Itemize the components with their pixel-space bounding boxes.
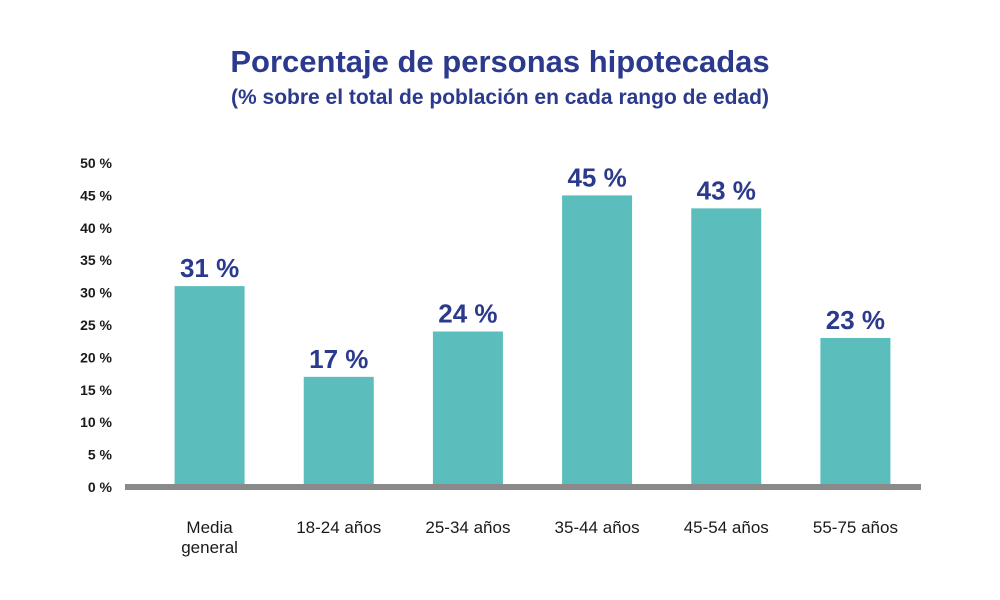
x-tick-label: 35-44 años (555, 518, 640, 537)
y-tick-label: 20 % (80, 349, 112, 365)
data-label: 45 % (567, 162, 626, 192)
bar-6 (820, 337, 891, 487)
x-tick-label: Media (186, 518, 233, 537)
bar-3 (432, 331, 503, 487)
x-tick-label: 55-75 años (813, 518, 898, 537)
y-tick-label: 25 % (80, 317, 112, 333)
x-tick-label: 45-54 años (684, 518, 769, 537)
bar-1 (174, 286, 245, 487)
y-tick-label: 0 % (88, 479, 113, 495)
y-tick-label: 45 % (80, 187, 112, 203)
x-tick-label: 18-24 años (296, 518, 381, 537)
data-label: 24 % (438, 298, 497, 328)
y-tick-label: 15 % (80, 382, 112, 398)
y-tick-label: 10 % (80, 414, 112, 430)
chart-title: Porcentaje de personas hipotecadas (230, 44, 770, 79)
x-tick-label: 25-34 años (425, 518, 510, 537)
y-tick-label: 30 % (80, 285, 112, 301)
data-label: 43 % (697, 175, 756, 205)
y-tick-label: 50 % (80, 155, 112, 171)
bar-5 (691, 208, 762, 488)
bar-2 (303, 376, 374, 487)
x-tick-label: general (181, 538, 238, 557)
data-label: 31 % (180, 253, 239, 283)
bar-4 (562, 195, 633, 487)
y-tick-label: 5 % (88, 447, 113, 463)
x-axis-line (125, 484, 921, 490)
data-label: 17 % (309, 344, 368, 374)
chart-subtitle: (% sobre el total de población en cada r… (231, 86, 769, 109)
data-label: 23 % (826, 305, 885, 335)
y-tick-label: 40 % (80, 220, 112, 236)
y-tick-label: 35 % (80, 252, 112, 268)
